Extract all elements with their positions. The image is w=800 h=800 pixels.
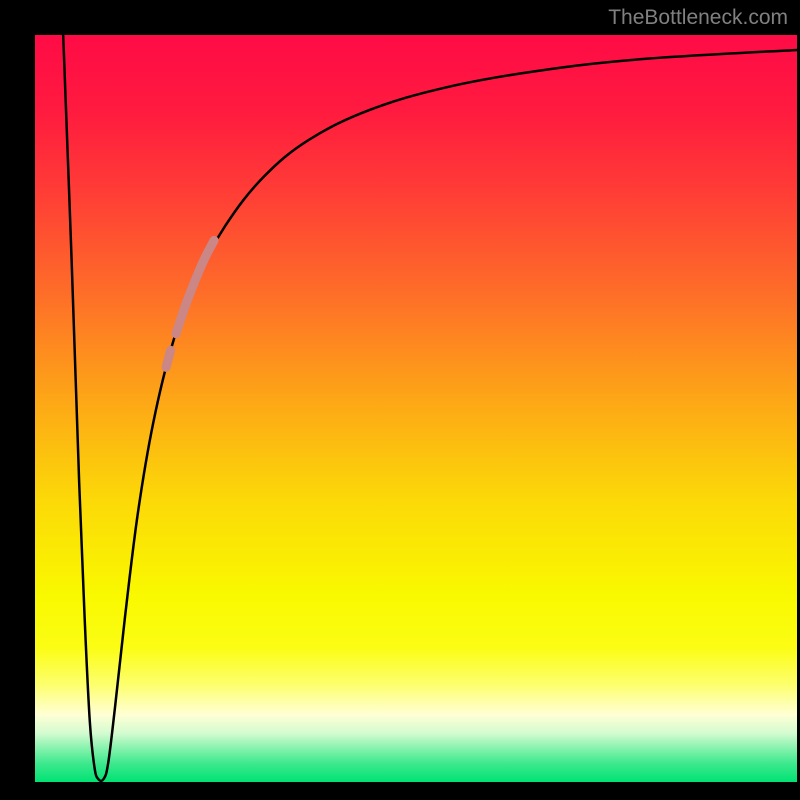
highlight-segment	[166, 350, 171, 367]
source-watermark: TheBottleneck.com	[608, 6, 788, 30]
chart-container: TheBottleneck.com	[0, 0, 800, 800]
bottleneck-chart	[0, 0, 800, 800]
plot-area	[35, 35, 797, 782]
